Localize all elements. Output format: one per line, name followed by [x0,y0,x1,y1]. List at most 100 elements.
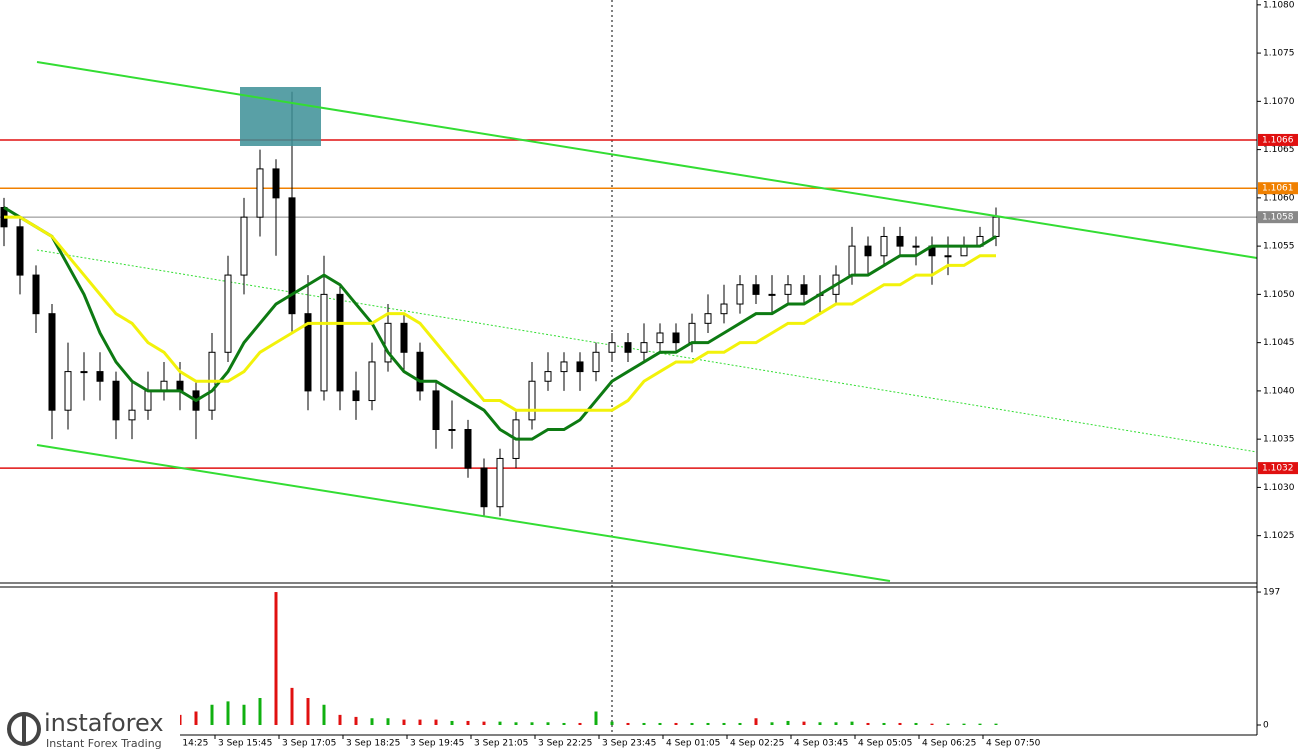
channel-upper-line [36,61,1258,259]
candle-body [80,371,88,374]
x-tick-label: 3 Sep 14:25 [154,739,208,749]
volume-bar [706,722,710,725]
volume-bar [562,722,566,725]
volume-bar [210,704,214,725]
volume-bar [882,722,886,725]
volume-bar [434,719,438,725]
y-tick-label: 1.1060 [1263,193,1295,203]
volume-bar [610,721,614,725]
candle-body [656,332,664,344]
x-tick-label: 3 Sep 15:45 [218,739,272,749]
volume-bar [514,722,518,725]
y-tick-label: 1.1065 [1263,145,1295,155]
level-tag [1258,211,1298,224]
candle-body [432,390,440,431]
x-tick-label: 3 Sep 21:05 [474,739,528,749]
candle-body [912,245,920,248]
volume-bar [530,722,534,725]
volume-bar [930,723,934,725]
volume-bar [642,722,646,725]
x-tick-label: 4 Sep 05:05 [858,739,912,749]
candle-body [800,284,808,295]
candle-body [48,313,56,411]
y-tick-label: 1.1055 [1263,242,1295,252]
volume-bar [194,711,198,725]
volume-bar [466,720,470,725]
candle-body [32,274,40,315]
volume-bar [482,721,486,725]
volume-bar [354,716,358,725]
y-tick-label: 1.1030 [1263,483,1295,493]
candle-body [528,380,536,421]
volume-bar [626,722,630,725]
x-tick-label: 3 Sep 23:45 [602,739,656,749]
candle-body [720,303,728,315]
volume-bar [690,722,694,725]
volume-bar [770,722,774,725]
level-tag [1258,182,1298,195]
y-tick-label: 1.1045 [1263,338,1295,348]
volume-bar [450,720,454,725]
candle-body [352,390,360,402]
logo-tagline: Instant Forex Trading [46,737,162,750]
candle-body [864,245,872,257]
x-tick-label: 4 Sep 07:50 [986,739,1041,749]
volume-bar [674,722,678,725]
candle-body [368,361,376,402]
x-tick-label: 3 Sep 19:45 [410,739,464,749]
candle-body [272,168,280,199]
y-tick-label: 1.1025 [1263,531,1295,541]
candle-body [336,293,344,392]
candle-body [576,361,584,373]
candle-body [96,371,104,382]
candle-body [704,313,712,324]
candle-body [560,361,568,373]
volume-bar [418,719,422,725]
volume-bar [274,592,278,725]
x-tick-label: 3 Sep 22:25 [538,739,592,749]
candle-body [688,322,696,344]
candle-body [608,342,616,353]
volume-bar [658,722,662,725]
candle-body [672,332,680,344]
candle-body [848,245,856,276]
candle-body [448,429,456,432]
volume-bar [914,722,918,725]
volume-bar [258,698,262,725]
volume-bar [306,698,310,725]
volume-bar [994,723,998,725]
candle-body [240,216,248,276]
candle-body [224,274,232,353]
level-label: 1.1061 [1262,184,1294,194]
volume-bar [594,711,598,725]
candle-body [896,235,904,247]
candle-body [320,293,328,392]
volume-bar [338,714,342,725]
x-tick-label: 4 Sep 01:05 [666,739,720,749]
candle-body [288,197,296,315]
candle-body [416,351,424,392]
volume-bar [498,721,502,725]
y-tick-label: 1.1075 [1263,49,1295,59]
candle-body [384,322,392,363]
candle-body [752,284,760,295]
logo-name: instaforex [44,709,164,737]
candle-body [464,429,472,469]
candle-body [880,235,888,257]
volume-bar [946,723,950,725]
candle-body [128,409,136,421]
moving-average [3,206,997,441]
candle-body [496,457,504,508]
x-tick-label: 4 Sep 03:45 [794,739,848,749]
candle-body [64,371,72,411]
level-label: 1.1058 [1262,213,1294,223]
volume-tick-label: 0 [1263,721,1269,731]
volume-bar [786,720,790,725]
volume-bar [322,704,326,725]
volume-bar [402,719,406,725]
x-tick-label: 3 Sep 18:25 [346,739,400,749]
y-tick-label: 1.1040 [1263,386,1295,396]
candle-body [992,216,1000,237]
candle-body [256,168,264,218]
